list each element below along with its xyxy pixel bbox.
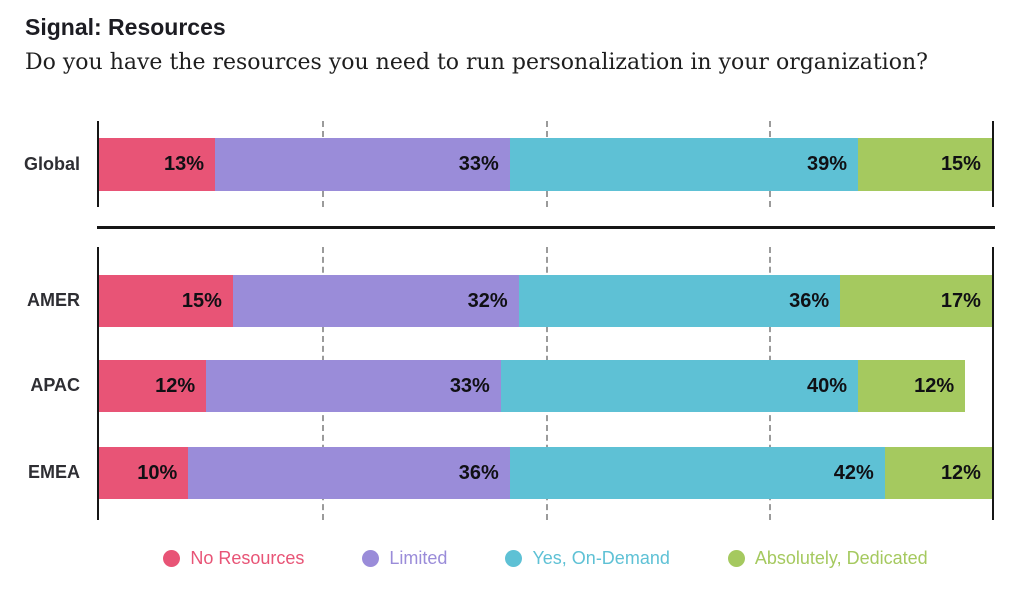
legend-dot-no-resources xyxy=(163,549,181,567)
value-label: 13% xyxy=(164,153,205,175)
chart-question: Do you have the resources you need to ru… xyxy=(25,50,928,75)
legend-item-no-resources: No Resources xyxy=(163,548,304,569)
value-label: 15% xyxy=(940,153,981,175)
value-label: 33% xyxy=(449,374,490,397)
bar-apac: 12% 33% 40% 12% xyxy=(99,360,992,412)
segment-absolutely-dedicated: 15% xyxy=(858,138,992,191)
value-label: 15% xyxy=(181,289,222,312)
segment-limited: 33% xyxy=(206,360,501,412)
legend-dot-absolutely-dedicated xyxy=(727,549,745,567)
bar-emea: 10% 36% 42% 12% xyxy=(99,447,992,499)
legend-dot-limited xyxy=(362,549,380,567)
legend-item-absolutely-dedicated: Absolutely, Dedicated xyxy=(727,547,928,569)
value-label: 33% xyxy=(458,153,499,175)
bar-global: 13% 33% 39% 15% xyxy=(99,138,992,191)
segment-yes-on-demand: 39% xyxy=(509,138,859,191)
legend-label-no-resources: No Resources xyxy=(190,547,305,568)
segment-limited: 33% xyxy=(215,138,510,191)
value-label: 12% xyxy=(940,461,981,484)
row-label-apac: APAC xyxy=(30,375,80,395)
legend-label-yes-on-demand: Yes, On-Demand xyxy=(532,547,670,568)
chart-legend: No Resources Limited Yes, On-Demand Abso… xyxy=(97,543,994,573)
row-label-global: Global xyxy=(23,153,80,174)
segment-no-resources: 13% xyxy=(99,138,216,191)
value-label: 39% xyxy=(807,153,848,175)
value-label: 36% xyxy=(789,289,830,312)
value-label: 12% xyxy=(155,374,196,397)
chart-section-global: 13% 33% 39% 15% xyxy=(97,121,994,207)
value-label: 10% xyxy=(137,461,178,484)
row-label-amer: AMER xyxy=(27,290,80,310)
legend-dot-yes-on-demand xyxy=(505,549,523,567)
value-label: 32% xyxy=(467,289,508,312)
segment-no-resources: 12% xyxy=(99,360,207,412)
chart-section-regions: 15% 32% 36% 17% 12% 33% 40% 12% 10% 36% 42% 12% xyxy=(97,247,994,520)
value-label: 12% xyxy=(914,374,955,397)
bar-amer: 15% 32% 36% 17% xyxy=(99,275,992,327)
legend-label-limited: Limited xyxy=(389,547,448,568)
row-label-emea: EMEA xyxy=(27,462,80,482)
legend-item-yes-on-demand: Yes, On-Demand xyxy=(505,547,670,569)
value-label: 40% xyxy=(807,374,848,397)
segment-limited: 32% xyxy=(232,275,519,327)
segment-yes-on-demand: 42% xyxy=(509,447,885,499)
segment-no-resources: 10% xyxy=(99,447,189,499)
segment-limited: 36% xyxy=(188,447,510,499)
segment-absolutely-dedicated: 12% xyxy=(884,447,992,499)
group-separator-line xyxy=(97,226,995,229)
segment-absolutely-dedicated: 12% xyxy=(858,360,966,412)
chart-title: Signal: Resources xyxy=(25,14,226,40)
value-label: 36% xyxy=(458,461,499,484)
value-label: 17% xyxy=(940,289,981,312)
segment-absolutely-dedicated: 17% xyxy=(840,275,992,327)
segment-yes-on-demand: 40% xyxy=(500,360,859,412)
legend-label-absolutely-dedicated: Absolutely, Dedicated xyxy=(754,547,928,568)
segment-yes-on-demand: 36% xyxy=(518,275,841,327)
segment-no-resources: 15% xyxy=(99,275,233,327)
value-label: 42% xyxy=(833,461,874,484)
legend-item-limited: Limited xyxy=(362,548,447,569)
